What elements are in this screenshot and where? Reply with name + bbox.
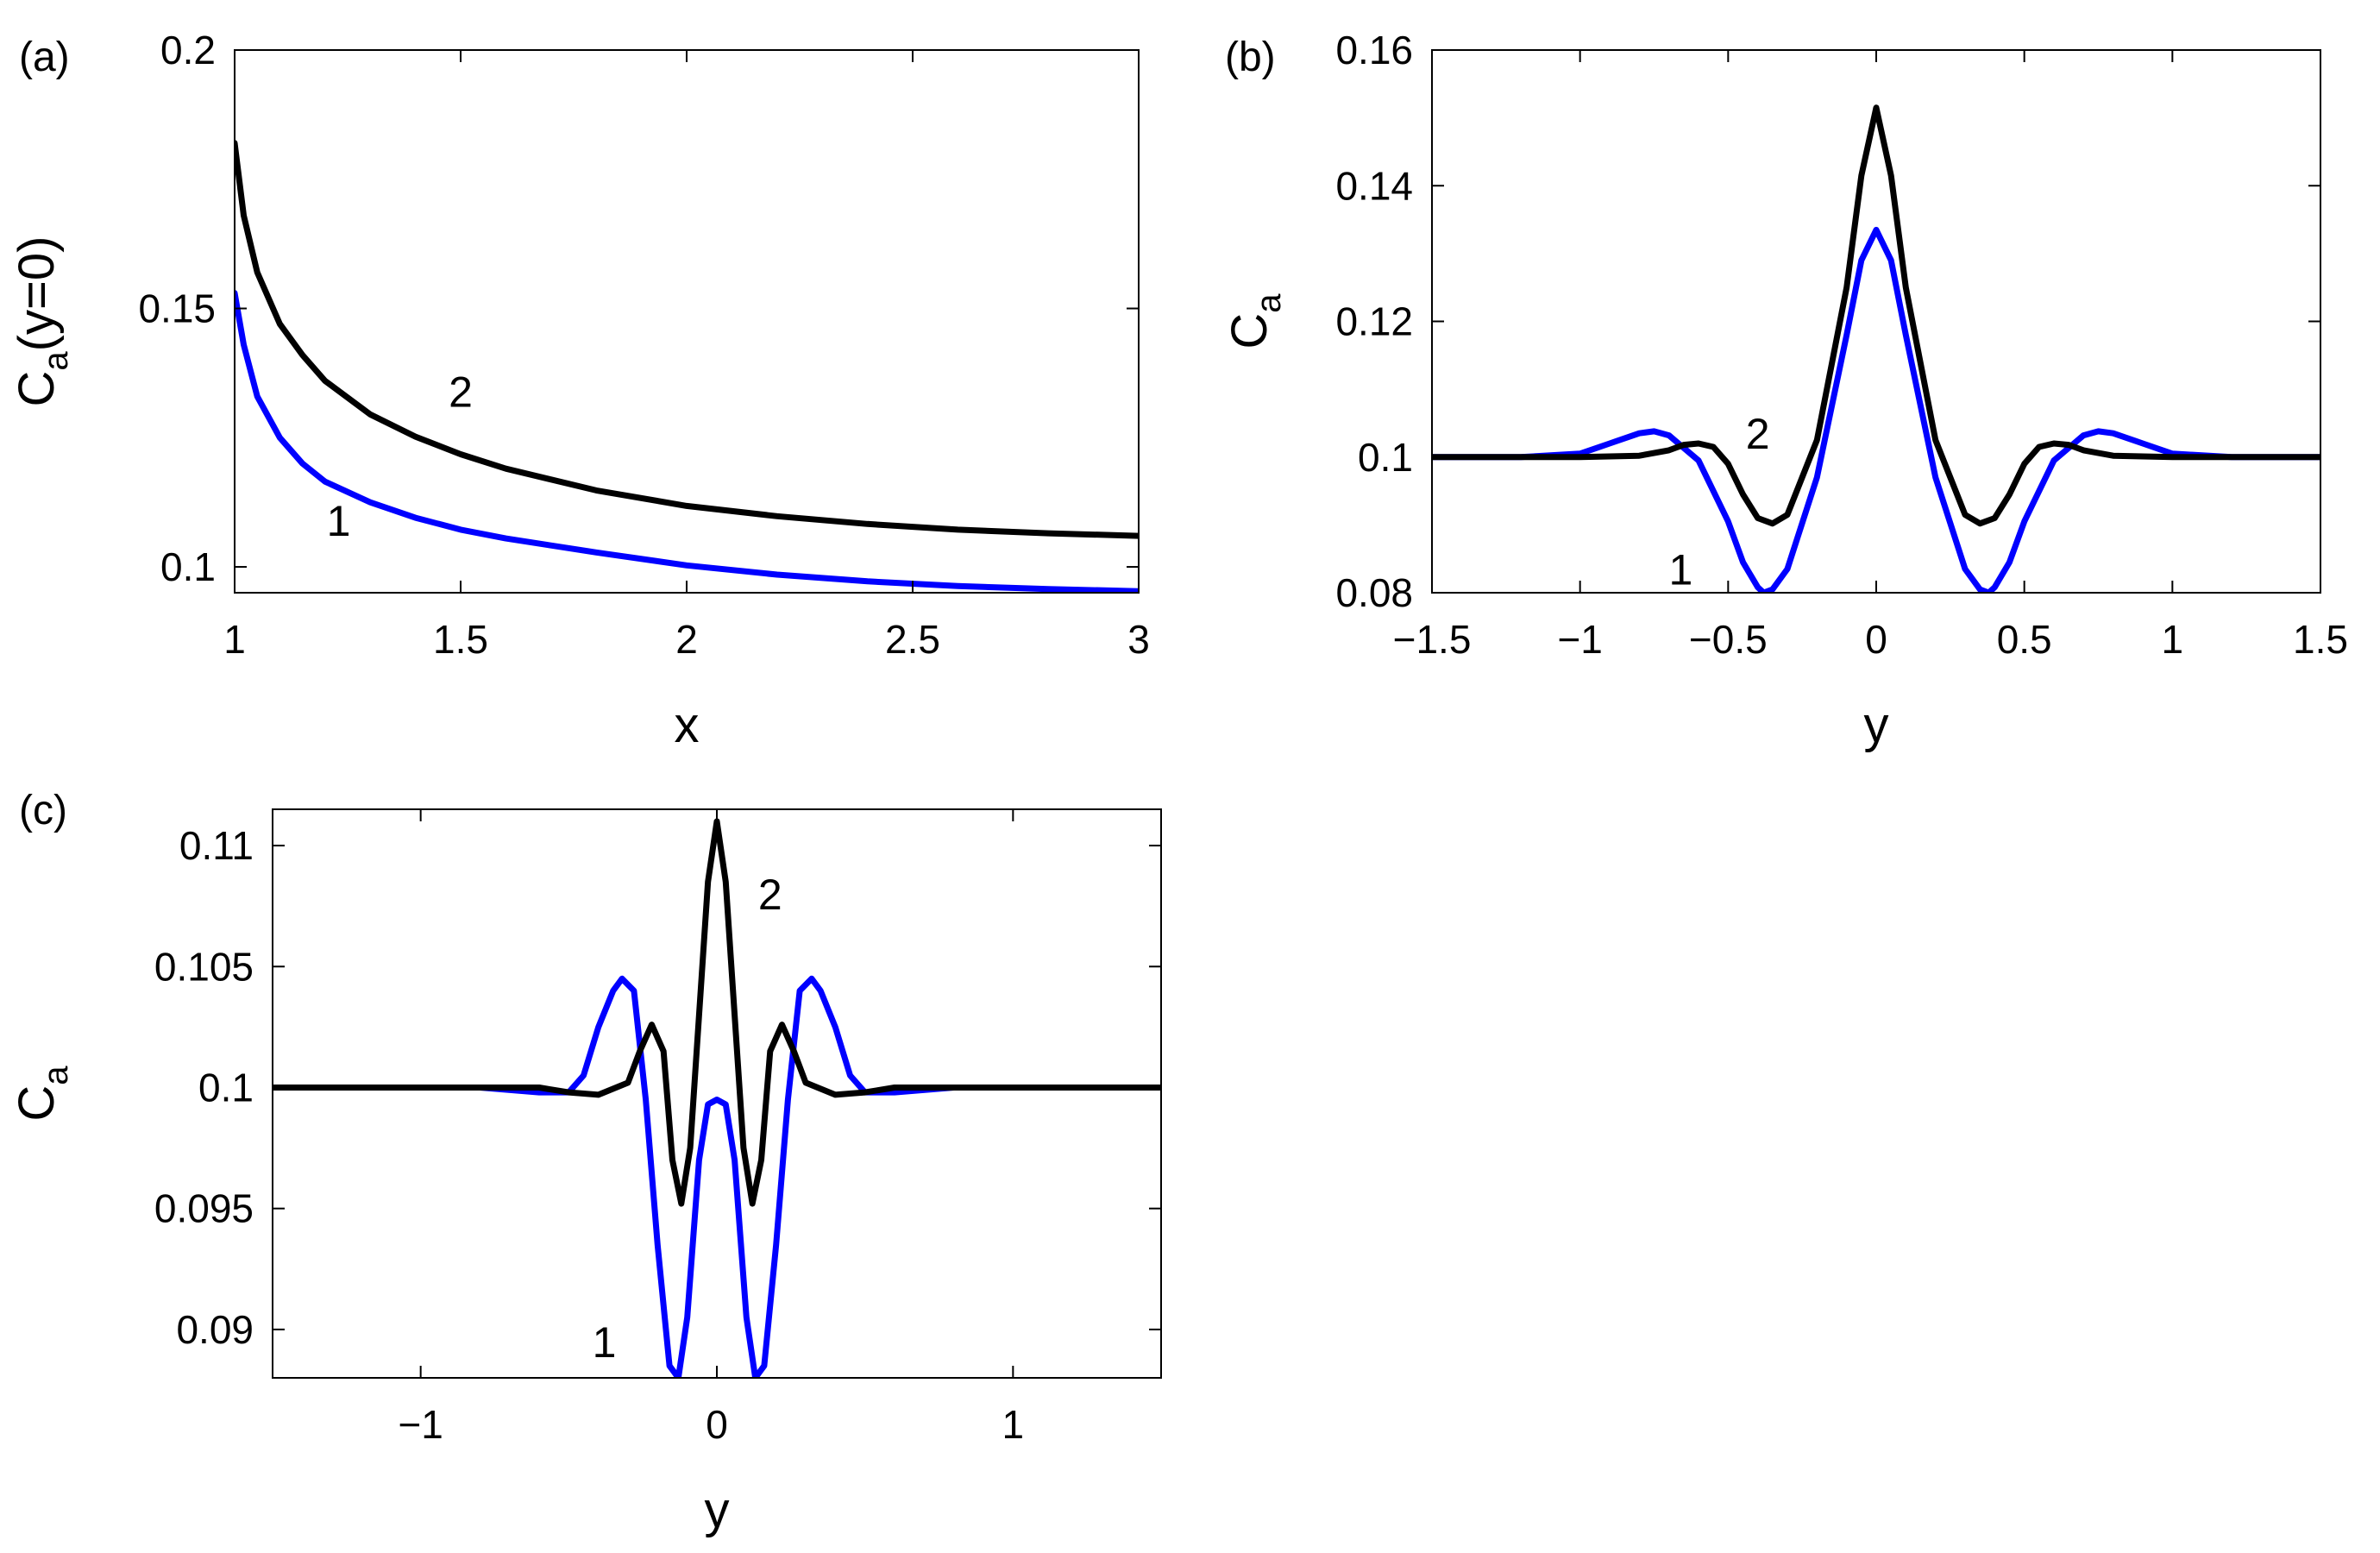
y-axis-label: Ca(y=0) <box>9 236 75 407</box>
curve-label-2: 2 <box>758 871 782 919</box>
y-tick-label: 0.1 <box>160 544 216 589</box>
panel-c: −1 0 1 0.09 0.095 0.1 0.105 0.11 y Ca (c) 1 2 <box>9 788 1162 1538</box>
axes-box <box>234 49 1140 594</box>
x-tick-label: 0 <box>706 1402 728 1447</box>
y-axis-label-subscript: a <box>1250 293 1288 313</box>
y-axis-label-subscript: a <box>37 351 75 371</box>
panel-a: 1 1.5 2 2.5 3 0.1 0.15 0.2 x Ca(y=0) (a) 1 2 <box>9 28 1150 753</box>
y-tick-label: 0.1 <box>1358 435 1413 480</box>
x-tick-label: 3 <box>1127 617 1150 662</box>
y-tick-label: 0.16 <box>1335 28 1413 72</box>
axes-box <box>272 808 1162 1379</box>
y-tick-label: 0.105 <box>154 944 254 989</box>
y-tick-label: 0.08 <box>1335 570 1413 615</box>
x-tick-label: 1 <box>1002 1402 1025 1447</box>
curve-label-1: 1 <box>593 1318 617 1367</box>
x-tick-label: −0.5 <box>1689 617 1768 662</box>
x-axis-label: x <box>675 697 700 753</box>
x-axis-label: y <box>705 1482 730 1538</box>
x-tick-label: 0 <box>1865 617 1887 662</box>
x-tick-label: 2.5 <box>885 617 940 662</box>
x-tick-label: 0.5 <box>1997 617 2052 662</box>
panel-b: −1.5 −1 −0.5 0 0.5 1 1.5 0.08 0.1 0.12 0.14 0.16 y Ca… <box>1221 28 2348 753</box>
y-tick-label: 0.1 <box>198 1065 254 1110</box>
panel-label: (c) <box>19 788 67 833</box>
x-tick-label: 1.5 <box>433 617 488 662</box>
y-tick-label: 0.11 <box>179 823 254 868</box>
curve-label-1: 1 <box>327 497 351 545</box>
y-tick-label: 0.095 <box>154 1186 254 1231</box>
y-axis-label-main: C <box>9 371 65 407</box>
axes-box <box>1431 49 2321 594</box>
y-axis-label-suffix: (y=0) <box>9 236 65 352</box>
x-tick-label: −1 <box>1557 617 1602 662</box>
series-line-1 <box>1432 226 2320 593</box>
series-line-2 <box>273 818 1161 1207</box>
x-tick-label: 1 <box>2162 617 2184 662</box>
y-tick-label: 0.12 <box>1335 299 1413 344</box>
y-axis-label-subscript: a <box>37 1066 75 1085</box>
y-tick-label: 0.14 <box>1335 163 1413 208</box>
y-axis-label: Ca <box>9 1066 75 1122</box>
curve-label-2: 2 <box>449 368 473 416</box>
series-line-2 <box>1432 104 2320 527</box>
panel-label: (a) <box>19 35 70 80</box>
y-tick-label: 0.09 <box>176 1307 254 1352</box>
x-axis-label: y <box>1864 697 1889 753</box>
x-tick-label: 1 <box>223 617 246 662</box>
x-tick-label: 2 <box>675 617 698 662</box>
curve-label-1: 1 <box>1668 545 1692 594</box>
series-line-2 <box>235 140 1139 539</box>
y-tick-label: 0.2 <box>160 28 216 72</box>
y-axis-label-main: C <box>9 1085 65 1122</box>
curve-label-2: 2 <box>1746 410 1770 458</box>
y-axis-label: Ca <box>1221 293 1288 349</box>
x-tick-label: −1.5 <box>1393 617 1472 662</box>
y-axis-label-main: C <box>1221 313 1278 349</box>
series-group <box>273 818 1161 1378</box>
x-tick-label: 1.5 <box>2293 617 2348 662</box>
panel-label: (b) <box>1225 35 1276 80</box>
series-line-1 <box>273 975 1161 1378</box>
series-line-1 <box>235 290 1139 593</box>
series-group <box>1432 104 2320 593</box>
y-tick-label: 0.15 <box>138 286 216 331</box>
series-group <box>235 140 1139 593</box>
x-tick-label: −1 <box>398 1402 443 1447</box>
